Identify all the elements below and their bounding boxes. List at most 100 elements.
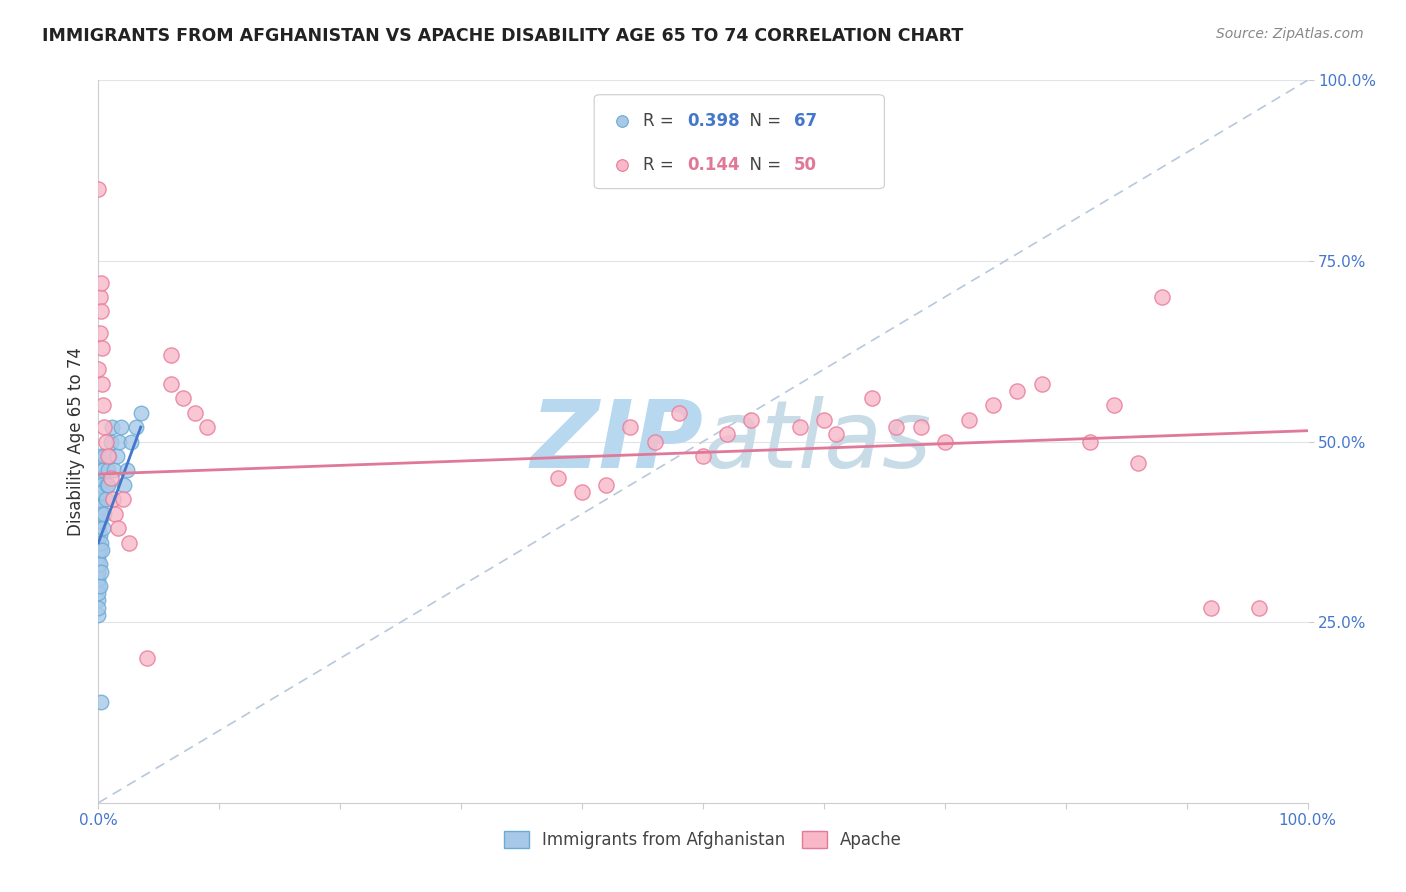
Point [94, 492, 117, 507]
Text: ZIP: ZIP [530, 395, 703, 488]
Point [1102, 398, 1125, 412]
Point [1031, 376, 1053, 391]
Point [89, 456, 111, 470]
Point [110, 420, 132, 434]
Point [1199, 600, 1222, 615]
Point [89, 514, 111, 528]
Y-axis label: Disability Age 65 to 74: Disability Age 65 to 74 [66, 347, 84, 536]
Point [96, 478, 118, 492]
Point [87, 485, 110, 500]
Point [100, 434, 122, 449]
Point [87, 542, 110, 557]
Point [195, 420, 218, 434]
Point [1128, 456, 1150, 470]
Point [89, 470, 111, 484]
Point [87, 593, 110, 607]
Point [100, 470, 122, 484]
Point [825, 427, 848, 442]
Point [89, 528, 111, 542]
Point [101, 492, 124, 507]
Point [135, 651, 157, 665]
Point [910, 420, 932, 434]
Point [89, 449, 111, 463]
Text: N =: N = [740, 156, 786, 174]
Point [87, 542, 110, 557]
Point [89, 326, 111, 340]
Point [87, 362, 110, 376]
Point [87, 535, 110, 549]
Text: IMMIGRANTS FROM AFGHANISTAN VS APACHE DISABILITY AGE 65 TO 74 CORRELATION CHART: IMMIGRANTS FROM AFGHANISTAN VS APACHE DI… [42, 27, 963, 45]
Point [103, 463, 125, 477]
Point [87, 565, 110, 579]
Text: 0.398: 0.398 [688, 112, 740, 130]
Point [789, 420, 811, 434]
Point [89, 485, 111, 500]
Point [87, 521, 110, 535]
Point [87, 579, 110, 593]
Point [610, 158, 633, 172]
Point [595, 478, 617, 492]
Point [160, 348, 183, 362]
Point [886, 420, 908, 434]
Point [91, 542, 114, 557]
Point [93, 507, 115, 521]
Point [668, 406, 690, 420]
Point [957, 413, 980, 427]
Point [87, 470, 110, 484]
Point [125, 420, 148, 434]
Point [547, 470, 569, 484]
Point [104, 507, 127, 521]
Point [87, 607, 110, 622]
Point [87, 550, 110, 565]
Point [91, 341, 114, 355]
Point [90, 535, 112, 549]
Point [1007, 384, 1029, 398]
Point [108, 434, 131, 449]
Text: Source: ZipAtlas.com: Source: ZipAtlas.com [1216, 27, 1364, 41]
Point [1078, 434, 1101, 449]
Point [619, 420, 641, 434]
Point [111, 492, 134, 507]
Point [981, 398, 1004, 412]
Point [87, 478, 110, 492]
Point [90, 304, 112, 318]
Point [692, 449, 714, 463]
Point [172, 391, 194, 405]
Point [91, 521, 114, 535]
Text: atlas: atlas [703, 396, 931, 487]
Point [89, 500, 111, 514]
Point [89, 579, 111, 593]
Point [87, 478, 110, 492]
Point [87, 558, 110, 572]
Point [97, 449, 120, 463]
Point [87, 528, 110, 542]
Point [87, 492, 110, 507]
Text: N =: N = [740, 112, 786, 130]
Point [934, 434, 956, 449]
Point [87, 514, 110, 528]
Point [1152, 290, 1174, 304]
FancyBboxPatch shape [595, 95, 884, 189]
Point [89, 542, 111, 557]
Point [90, 276, 112, 290]
Point [184, 406, 207, 420]
Point [98, 449, 121, 463]
Text: 50: 50 [793, 156, 817, 174]
Point [93, 420, 115, 434]
Point [90, 565, 112, 579]
Point [120, 434, 142, 449]
Point [87, 521, 110, 535]
Point [644, 434, 666, 449]
Point [813, 413, 835, 427]
Point [90, 695, 112, 709]
Point [89, 290, 111, 304]
Point [87, 586, 110, 600]
Point [87, 565, 110, 579]
Point [91, 376, 114, 391]
Point [87, 507, 110, 521]
Legend: Immigrants from Afghanistan, Apache: Immigrants from Afghanistan, Apache [498, 824, 908, 856]
Text: R =: R = [643, 112, 679, 130]
Point [740, 413, 762, 427]
Point [87, 514, 110, 528]
Point [97, 463, 120, 477]
